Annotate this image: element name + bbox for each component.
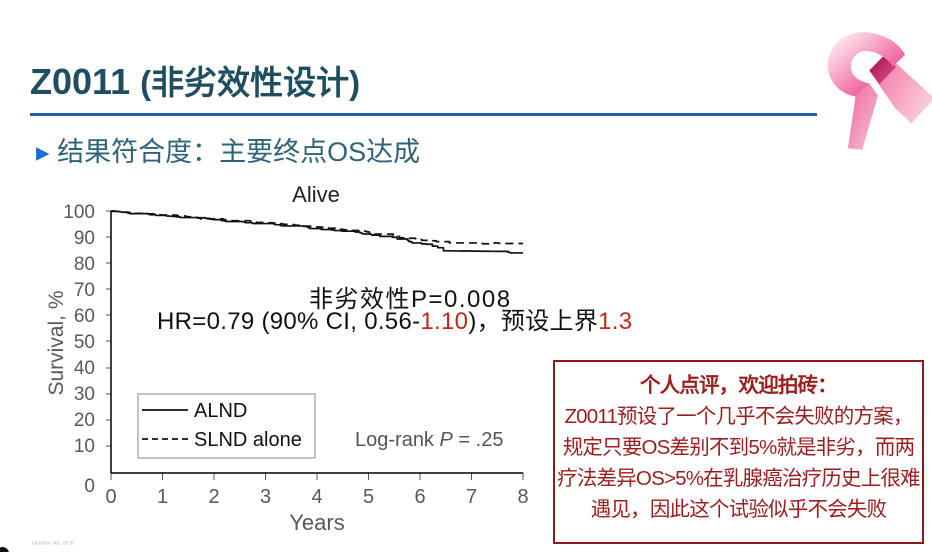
svg-text:80: 80 <box>74 254 95 275</box>
svg-text:2: 2 <box>208 486 219 508</box>
svg-text:4: 4 <box>311 486 322 508</box>
svg-text:Log-rank P = .25: Log-rank P = .25 <box>355 429 503 451</box>
svg-text:6: 6 <box>414 486 425 508</box>
svg-text:40: 40 <box>74 358 95 379</box>
svg-text:7: 7 <box>466 486 477 508</box>
svg-text:3: 3 <box>260 486 271 508</box>
svg-text:0: 0 <box>105 486 116 508</box>
svg-text:60: 60 <box>74 306 95 327</box>
svg-text:5: 5 <box>363 486 374 508</box>
svg-text:100: 100 <box>63 202 95 223</box>
svg-text:SLND alone: SLND alone <box>194 429 302 451</box>
svg-text:70: 70 <box>74 280 95 301</box>
svg-text:1: 1 <box>157 486 168 508</box>
svg-text:ALND: ALND <box>194 400 247 422</box>
svg-text:Years: Years <box>289 510 344 535</box>
svg-text:10: 10 <box>74 436 95 457</box>
svg-text:8: 8 <box>517 486 528 508</box>
svg-text:0: 0 <box>84 476 95 497</box>
svg-text:90: 90 <box>74 228 95 249</box>
svg-text:50: 50 <box>74 332 95 353</box>
svg-text:Alive: Alive <box>292 182 340 207</box>
svg-text:20: 20 <box>74 410 95 431</box>
svg-text:30: 30 <box>74 384 95 405</box>
svg-text:Survival, %: Survival, % <box>45 290 68 395</box>
